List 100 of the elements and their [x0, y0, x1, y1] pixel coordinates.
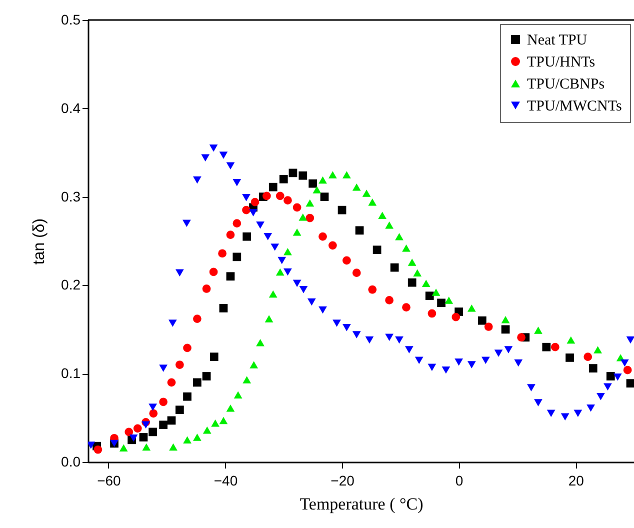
point	[88, 442, 96, 449]
point	[268, 290, 278, 298]
point	[586, 404, 595, 412]
point	[328, 241, 337, 250]
point	[268, 182, 278, 192]
point	[209, 144, 218, 152]
point	[284, 248, 292, 256]
point	[626, 336, 634, 344]
legend-label: TPU/CBNPs	[527, 76, 605, 92]
point	[142, 443, 151, 451]
point	[428, 309, 436, 318]
point	[142, 421, 150, 428]
point	[425, 292, 434, 300]
point	[328, 171, 337, 178]
point	[284, 268, 292, 276]
point	[395, 232, 404, 240]
point	[365, 336, 374, 344]
point	[169, 443, 178, 451]
point	[584, 352, 592, 361]
legend-label: TPU/HNTs	[527, 54, 596, 70]
point	[312, 186, 322, 194]
point	[182, 220, 191, 227]
point	[176, 406, 184, 414]
point	[467, 361, 476, 368]
point	[413, 269, 422, 276]
point	[484, 322, 493, 331]
point	[414, 356, 424, 364]
y-tick-label: 0.0	[61, 454, 81, 470]
point	[292, 280, 302, 288]
point	[352, 268, 361, 277]
point	[395, 336, 404, 344]
point	[442, 366, 450, 374]
point	[256, 221, 264, 229]
point	[514, 359, 523, 367]
point	[168, 320, 177, 327]
point	[288, 168, 298, 178]
point	[454, 358, 463, 366]
point	[210, 352, 218, 361]
point	[202, 372, 211, 380]
point	[620, 359, 629, 367]
y-tick-label: 0.4	[61, 100, 81, 116]
point	[232, 219, 242, 228]
point	[270, 244, 280, 251]
point	[342, 256, 351, 265]
point	[250, 198, 260, 206]
point	[385, 334, 394, 341]
point	[148, 404, 157, 411]
point	[226, 230, 235, 239]
y-tick-label: 0.2	[61, 276, 81, 293]
point	[149, 409, 158, 418]
point	[368, 198, 377, 206]
point	[276, 192, 284, 200]
point	[193, 176, 202, 184]
point	[408, 258, 416, 266]
point	[385, 221, 394, 229]
point	[193, 314, 202, 323]
point	[209, 268, 218, 276]
point	[385, 296, 394, 304]
point	[342, 324, 351, 332]
point	[478, 316, 486, 325]
y-axis-title: tan (δ)	[31, 218, 48, 265]
point	[308, 179, 318, 188]
point	[422, 280, 430, 288]
point	[242, 194, 250, 202]
point	[352, 331, 361, 338]
point	[298, 214, 308, 221]
point	[550, 342, 560, 352]
point	[94, 445, 102, 454]
point	[307, 298, 316, 306]
point	[501, 316, 510, 324]
y-tick-label: 0.3	[61, 188, 81, 204]
point	[242, 232, 252, 241]
point	[481, 356, 490, 364]
point	[264, 315, 274, 322]
point	[159, 398, 168, 406]
x-tick-label: −20	[330, 472, 355, 488]
point	[159, 420, 168, 430]
point	[256, 339, 264, 346]
y-tick-label: 0.5	[61, 12, 81, 28]
x-tick-label: 20	[568, 472, 584, 488]
x-tick-label: 0	[455, 472, 464, 488]
point	[452, 312, 460, 322]
point	[534, 399, 542, 406]
point	[242, 376, 252, 384]
point	[372, 246, 382, 254]
point	[467, 304, 476, 312]
point	[176, 269, 184, 276]
point	[402, 303, 410, 312]
point	[604, 383, 612, 390]
point	[318, 176, 327, 184]
point	[444, 296, 454, 304]
point	[219, 416, 228, 424]
point	[219, 304, 228, 312]
point	[232, 252, 242, 262]
point	[226, 272, 235, 281]
point	[202, 284, 211, 293]
point	[355, 226, 364, 235]
point	[278, 256, 286, 264]
point	[133, 424, 142, 433]
point	[183, 392, 192, 401]
